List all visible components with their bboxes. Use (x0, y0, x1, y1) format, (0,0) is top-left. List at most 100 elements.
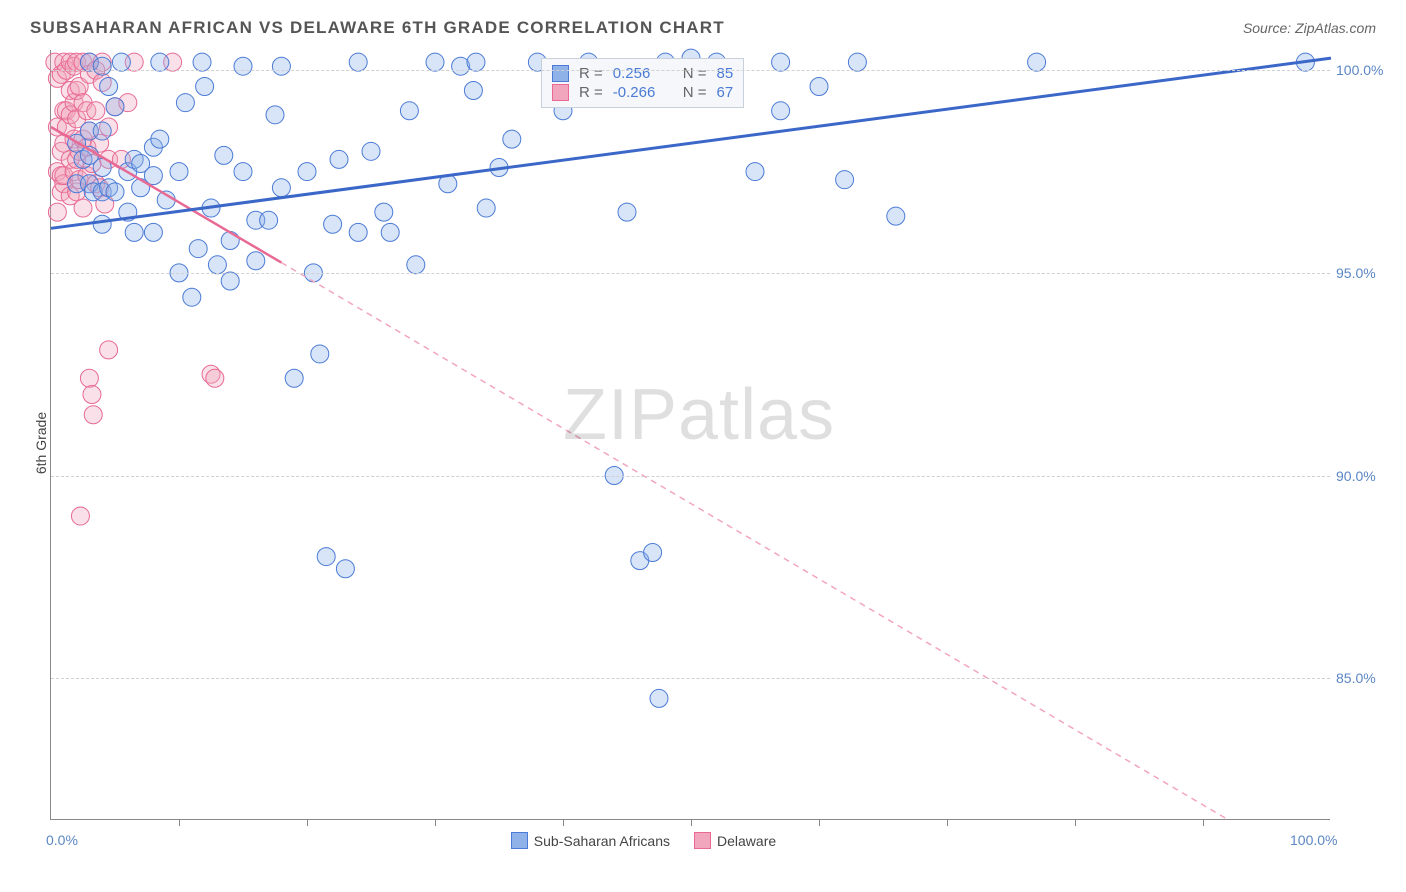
data-point-series-a (503, 130, 521, 148)
data-point-series-a (650, 689, 668, 707)
data-point-series-a (464, 82, 482, 100)
x-tick (947, 819, 948, 826)
data-point-series-a (100, 77, 118, 95)
data-point-series-a (330, 150, 348, 168)
data-point-series-a (93, 215, 111, 233)
data-point-series-a (151, 130, 169, 148)
data-point-series-b (100, 341, 118, 359)
y-tick-label: 90.0% (1336, 468, 1396, 484)
y-tick-label: 85.0% (1336, 670, 1396, 686)
data-point-series-a (189, 240, 207, 258)
n-label: N = (683, 84, 707, 101)
data-point-series-b (80, 369, 98, 387)
gridline (51, 70, 1330, 71)
data-point-series-a (196, 77, 214, 95)
data-point-series-a (324, 215, 342, 233)
data-point-series-a (477, 199, 495, 217)
data-point-series-a (772, 53, 790, 71)
data-point-series-a (375, 203, 393, 221)
data-point-series-b (74, 199, 92, 217)
data-point-series-a (144, 167, 162, 185)
data-point-series-a (772, 102, 790, 120)
data-point-series-a (362, 142, 380, 160)
data-point-series-a (125, 223, 143, 241)
legend-swatch (552, 65, 569, 82)
data-point-series-a (298, 163, 316, 181)
x-tick (819, 819, 820, 826)
legend-swatch (511, 832, 528, 849)
data-point-series-a (349, 223, 367, 241)
legend-item: Sub-Saharan Africans (511, 832, 670, 849)
data-point-series-a (144, 223, 162, 241)
data-point-series-a (234, 163, 252, 181)
data-point-series-a (311, 345, 329, 363)
legend-label: Sub-Saharan Africans (534, 833, 670, 849)
x-tick (691, 819, 692, 826)
data-point-series-a (247, 252, 265, 270)
data-point-series-b (87, 102, 105, 120)
data-point-series-a (193, 53, 211, 71)
data-point-series-a (112, 53, 130, 71)
data-point-series-a (644, 544, 662, 562)
data-point-series-a (93, 122, 111, 140)
data-point-series-a (317, 548, 335, 566)
trendline-b-dashed (281, 263, 1228, 820)
r-value: 0.256 (613, 65, 673, 82)
legend-stats-row: R = -0.266 N = 67 (552, 84, 733, 101)
data-point-series-a (176, 94, 194, 112)
y-tick-label: 100.0% (1336, 62, 1396, 78)
data-point-series-b (84, 406, 102, 424)
data-point-series-a (151, 53, 169, 71)
data-point-series-a (208, 256, 226, 274)
data-point-series-a (272, 179, 290, 197)
data-point-series-a (400, 102, 418, 120)
data-point-series-a (170, 163, 188, 181)
n-value: 85 (717, 65, 734, 82)
data-point-series-a (746, 163, 764, 181)
chart-plot-area: ZIPatlas R =0.256N =85R =-0.266N =67 85.… (50, 50, 1330, 820)
data-point-series-a (221, 231, 239, 249)
data-point-series-a (336, 560, 354, 578)
data-point-series-a (266, 106, 284, 124)
data-point-series-a (272, 57, 290, 75)
gridline (51, 678, 1330, 679)
data-point-series-a (887, 207, 905, 225)
r-label: R = (579, 84, 603, 101)
data-point-series-a (381, 223, 399, 241)
legend-item: Delaware (694, 832, 776, 849)
r-label: R = (579, 65, 603, 82)
legend-stats-row: R =0.256N =85 (552, 65, 733, 82)
x-tick (179, 819, 180, 826)
data-point-series-a (285, 369, 303, 387)
data-point-series-a (93, 57, 111, 75)
x-axis-max-label: 100.0% (1290, 832, 1337, 848)
x-tick (563, 819, 564, 826)
data-point-series-a (836, 171, 854, 189)
legend-series: Sub-Saharan Africans Delaware (511, 832, 776, 849)
legend-stats-box: R = 0.256 N = 85 R = -0.266 N = 67 (541, 58, 744, 108)
data-point-series-a (234, 57, 252, 75)
x-axis-min-label: 0.0% (46, 832, 78, 848)
gridline (51, 273, 1330, 274)
data-point-series-a (407, 256, 425, 274)
source-attribution: Source: ZipAtlas.com (1243, 20, 1376, 36)
gridline (51, 476, 1330, 477)
data-point-series-b (83, 385, 101, 403)
data-point-series-a (426, 53, 444, 71)
data-point-series-b (48, 203, 66, 221)
data-point-series-b (206, 369, 224, 387)
data-point-series-a (467, 53, 485, 71)
legend-swatch (552, 84, 569, 101)
n-value: 67 (717, 84, 734, 101)
legend-label: Delaware (717, 833, 776, 849)
data-point-series-a (260, 211, 278, 229)
data-point-series-a (215, 146, 233, 164)
data-point-series-b (71, 507, 89, 525)
x-tick (1203, 819, 1204, 826)
r-value: -0.266 (613, 84, 673, 101)
data-point-series-a (349, 53, 367, 71)
y-axis-label: 6th Grade (33, 412, 49, 474)
chart-svg (51, 50, 1331, 820)
x-tick (1075, 819, 1076, 826)
x-tick (435, 819, 436, 826)
